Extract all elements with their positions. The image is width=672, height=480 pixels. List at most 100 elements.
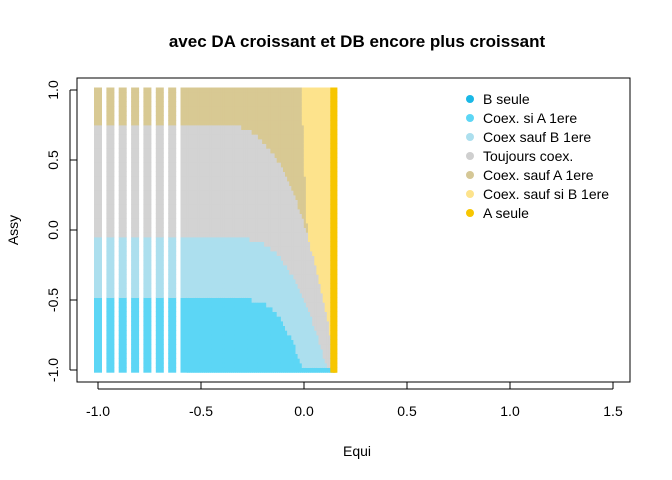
data-point [320,344,325,350]
data-point [255,124,260,130]
data-point [253,297,258,303]
data-point [253,250,258,256]
data-point [318,185,323,191]
data-point [276,218,281,224]
data-point [94,367,102,373]
data-point [193,325,197,331]
data-point [293,115,297,121]
data-point [318,120,323,126]
data-point [222,302,226,308]
data-point [218,115,222,121]
data-point [226,218,231,224]
data-point [209,180,214,186]
data-point [251,311,256,317]
data-point [94,148,102,154]
data-point [197,344,201,350]
data-point [289,152,293,158]
data-point [299,194,304,200]
data-point [201,306,206,312]
data-point [218,176,222,182]
data-point [199,344,203,350]
data-point [168,353,177,359]
data-point [207,339,212,345]
data-point [214,120,218,126]
data-point [218,362,222,368]
data-point [234,115,239,121]
data-point [251,344,256,350]
data-point [193,101,197,107]
data-point [199,269,203,275]
data-point [207,148,212,154]
data-point [222,208,226,214]
data-point [191,124,195,130]
data-point [155,255,164,261]
data-point [224,152,228,158]
data-point [216,115,220,121]
data-point [301,274,306,280]
data-point [168,157,177,163]
data-point [188,176,193,182]
data-point [247,148,251,154]
data-point [199,134,203,140]
data-point [312,171,316,177]
data-point [197,250,201,256]
data-point [106,143,115,149]
data-point [299,124,304,130]
data-point [308,250,312,256]
data-point [193,330,197,336]
data-point [303,255,308,261]
data-point [106,185,115,191]
data-point [305,166,310,172]
x-axis: -1.0 -0.5 0.0 0.5 1.0 1.5 [86,382,623,419]
data-point [255,362,260,368]
data-point [291,166,295,172]
data-point [287,87,291,93]
data-point [180,283,189,289]
data-point [245,269,249,275]
data-point [278,162,283,168]
data-point [199,87,203,93]
data-point [197,124,201,130]
data-point [203,330,208,336]
data-point [118,106,127,112]
data-point [94,157,102,163]
data-point [232,166,237,172]
data-point [280,241,285,247]
data-point [285,288,289,294]
data-point [251,176,256,182]
data-point [322,199,327,205]
data-point [301,255,306,261]
data-point [291,148,295,154]
data-point [201,101,206,107]
data-point [155,106,164,112]
data-point [232,353,237,359]
data-point [249,320,254,326]
data-point [293,190,297,196]
data-point [143,199,152,205]
data-point [293,255,297,261]
data-point [289,143,293,149]
data-point [255,288,260,294]
data-point [274,311,279,317]
data-point [326,260,331,266]
data-point [272,218,277,224]
data-point [188,87,193,93]
data-point [245,110,249,116]
data-point [322,96,327,102]
data-point [205,96,210,102]
data-point [222,306,226,312]
data-point [270,227,274,233]
data-point [272,283,277,289]
data-point [220,353,224,359]
data-point [266,162,270,168]
data-point [203,190,208,196]
data-point [214,199,218,205]
data-point [218,120,222,126]
data-point [234,222,239,228]
data-point [205,157,210,163]
data-point [203,236,208,242]
data-point [94,227,102,233]
data-point [228,208,233,214]
data-point [241,148,245,154]
data-point [293,311,297,317]
